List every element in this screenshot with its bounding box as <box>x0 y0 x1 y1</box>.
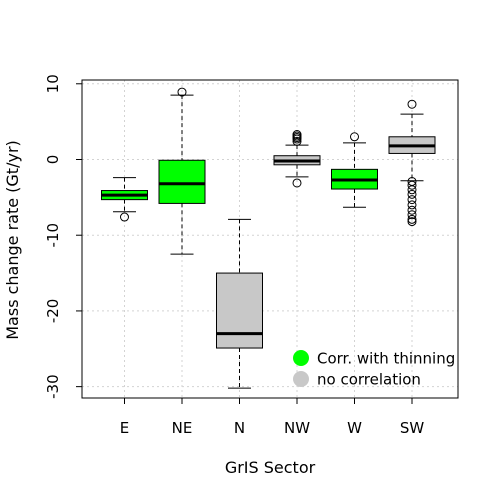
box-W <box>331 132 378 208</box>
legend-swatch <box>293 350 309 366</box>
boxes-layer <box>101 87 436 389</box>
legend: Corr. with thinning no correlation <box>293 350 455 389</box>
x-axis: E NE N NW W SW <box>120 398 425 437</box>
box-iqr <box>158 159 206 204</box>
box-NE <box>158 87 206 255</box>
x-tick-label: W <box>347 419 362 437</box>
y-tick-label: 0 <box>44 155 62 165</box>
box-iqr <box>216 272 263 349</box>
outlier-point <box>350 132 359 142</box>
y-tick-label: 10 <box>44 74 62 93</box>
outlier-point <box>407 99 417 109</box>
outlier-point <box>292 130 302 140</box>
x-tick-label: NE <box>172 419 193 437</box>
x-tick-label: NW <box>284 419 310 437</box>
outlier-point <box>292 178 302 188</box>
x-tick-label: E <box>120 419 129 437</box>
box-SW <box>388 99 436 227</box>
outlier-point <box>407 180 417 190</box>
y-axis: 10 0 -10 -20 -30 <box>44 74 82 399</box>
outlier-point <box>407 195 417 205</box>
legend-label: no correlation <box>317 371 421 389</box>
y-axis-label: Mass change rate (Gt/yr) <box>3 140 22 340</box>
legend-label: Corr. with thinning <box>317 350 455 368</box>
x-tick-label: N <box>234 419 245 437</box>
box-N <box>216 218 263 389</box>
box-E <box>101 177 148 222</box>
x-tick-label: SW <box>400 419 425 437</box>
y-tick-label: -10 <box>44 223 62 248</box>
outlier-point <box>120 212 129 222</box>
x-axis-label: GrIS Sector <box>225 458 316 477</box>
outlier-point <box>407 200 417 210</box>
outlier-point <box>407 214 417 224</box>
legend-swatch <box>293 371 309 387</box>
box-NW <box>273 130 321 188</box>
plot-frame <box>81 79 459 399</box>
outlier-point <box>407 217 417 227</box>
outlier-point <box>292 136 302 146</box>
outlier-point <box>407 185 417 195</box>
outlier-point <box>407 210 417 220</box>
y-tick-label: -20 <box>44 299 62 324</box>
outlier-point <box>407 189 417 199</box>
outlier-point <box>407 205 417 215</box>
y-tick-label: -30 <box>44 374 62 399</box>
outlier-point <box>177 87 187 97</box>
